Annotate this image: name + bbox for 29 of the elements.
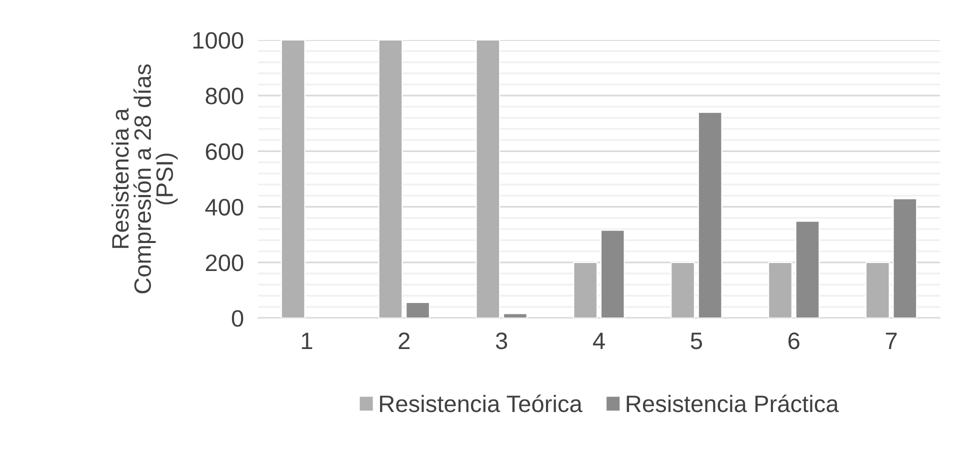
- legend-label: Resistencia Teórica: [380, 394, 582, 412]
- x-tick-label: 1: [302, 332, 312, 349]
- x-tick-label: 6: [788, 332, 800, 350]
- x-tick-label: 7: [886, 332, 897, 349]
- bar: [476, 40, 500, 318]
- bar: [600, 230, 625, 318]
- bar: [406, 302, 430, 318]
- bar: [378, 40, 403, 318]
- x-tick-label: 4: [592, 332, 605, 349]
- bar: [670, 262, 696, 318]
- x-tick-label: 3: [496, 332, 508, 350]
- y-tick-label: 800: [206, 88, 244, 104]
- legend-label: Resistencia Práctica: [626, 394, 839, 412]
- x-tick-label: 2: [398, 332, 410, 349]
- y-tick-label: 0: [232, 310, 244, 327]
- y-tick-label: 1000: [193, 32, 244, 49]
- bar: [698, 112, 722, 318]
- bar: [892, 198, 918, 318]
- bar: [795, 220, 820, 318]
- bar: [768, 262, 792, 318]
- x-tick-label: 5: [690, 332, 702, 350]
- y-tick-label: 400: [205, 198, 244, 216]
- bar: [865, 262, 890, 318]
- y-axis-title: Resistencia a Compresión a 28 días (PSI): [111, 64, 178, 294]
- bar: [502, 312, 528, 318]
- y-tick-label: 200: [206, 254, 244, 272]
- bar: [280, 40, 306, 318]
- y-tick-label: 600: [206, 143, 244, 160]
- bar: [573, 262, 598, 318]
